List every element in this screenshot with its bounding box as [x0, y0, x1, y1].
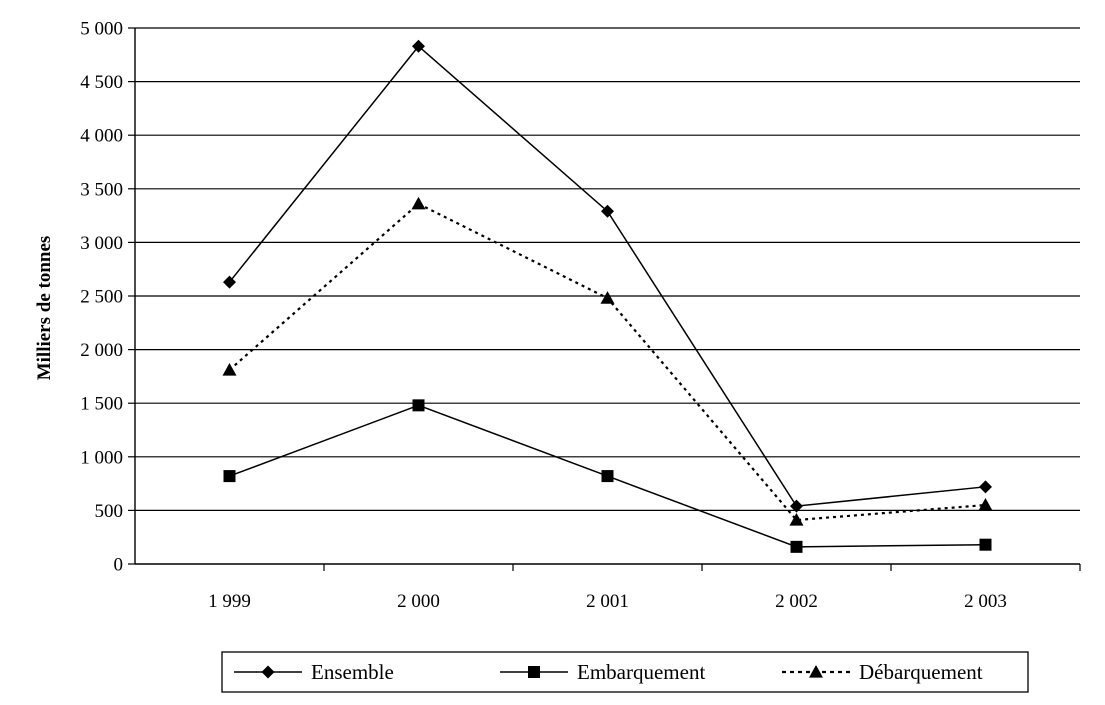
- y-tick-label: 1 000: [80, 447, 123, 468]
- diamond-marker: [412, 39, 425, 53]
- y-tick-label: 3 500: [80, 179, 123, 200]
- diamond-marker: [601, 204, 614, 218]
- axis-layer: [128, 27, 1081, 571]
- diamond-marker: [790, 499, 803, 513]
- square-marker: [790, 540, 803, 553]
- y-tick-label: 3 000: [80, 233, 123, 254]
- x-tick-labels: 1 999 2 000 2 001 2 002 2 003: [208, 591, 1007, 612]
- diamond-marker: [223, 275, 236, 289]
- y-tick-label: 2 500: [80, 287, 123, 308]
- x-tick-label: 1 999: [208, 591, 251, 612]
- y-tick-label: 5 000: [80, 19, 123, 40]
- diamond-marker: [979, 480, 992, 494]
- triangle-marker: [600, 291, 615, 304]
- legend-label: Ensemble: [311, 660, 394, 684]
- x-tick-label: 2 001: [586, 591, 629, 612]
- y-tick-label: 4 000: [80, 126, 123, 147]
- series-line-ensemble: [228, 45, 986, 507]
- triangle-marker-legend: [809, 665, 823, 678]
- x-tick-label: 2 000: [397, 591, 440, 612]
- legend: Ensemble Embarquement Débarquement: [221, 651, 1029, 693]
- legend-label: Débarquement: [859, 660, 983, 684]
- triangle-marker: [789, 513, 804, 526]
- grid-layer: [135, 27, 1080, 511]
- triangle-marker: [411, 196, 426, 210]
- triangle-marker: [222, 362, 237, 376]
- y-axis-title: Milliers de tonnes: [34, 236, 55, 381]
- y-tick-label: 2 000: [80, 340, 123, 361]
- y-tick-label: 500: [95, 501, 124, 522]
- diamond-marker-legend: [261, 665, 275, 679]
- x-tick-label: 2 003: [964, 591, 1007, 612]
- y-tick-label: 1 500: [80, 394, 123, 415]
- square-marker: [412, 399, 425, 412]
- square-marker: [223, 470, 236, 483]
- square-marker: [601, 470, 614, 483]
- legend-label: Embarquement: [577, 660, 705, 684]
- square-marker: [979, 538, 992, 551]
- triangle-marker: [978, 498, 993, 511]
- x-tick-label: 2 002: [775, 591, 818, 612]
- series-layer: [222, 39, 993, 553]
- y-tick-label: 0: [114, 555, 124, 576]
- square-marker-legend: [528, 666, 540, 678]
- y-tick-labels: 0 500 1 000 1 500 2 000 2 500 3 000 3 500 4 000 4…: [80, 19, 123, 576]
- legend-box: [221, 651, 1029, 693]
- y-tick-label: 4 500: [80, 72, 123, 93]
